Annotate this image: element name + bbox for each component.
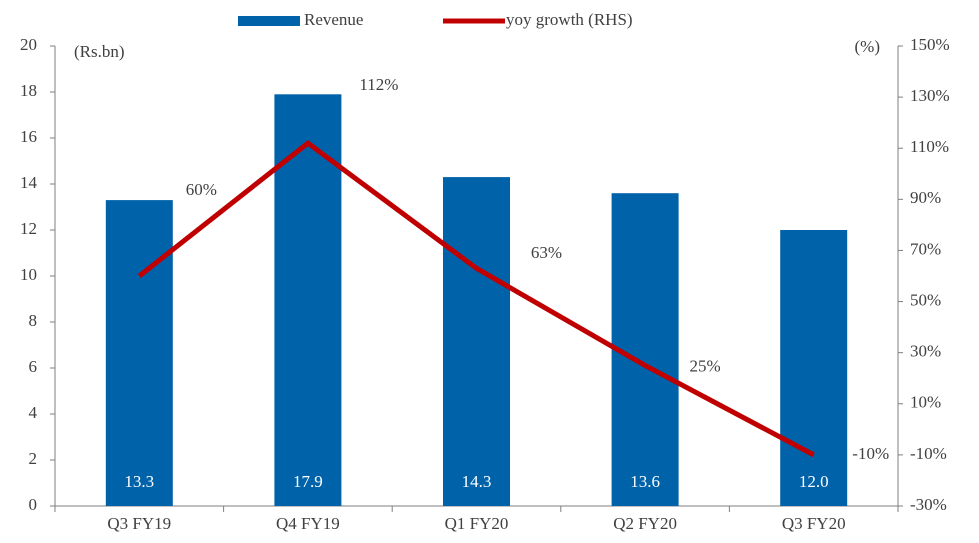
x-tick-label: Q3 FY20 — [782, 514, 846, 533]
bar-value-label: 13.3 — [124, 472, 154, 491]
y2-tick-label: 150% — [910, 35, 950, 54]
y-unit-label: (Rs.bn) — [74, 42, 125, 61]
y2-tick-label: 50% — [910, 290, 941, 309]
y2-tick-label: 10% — [910, 393, 941, 412]
line-value-label: 63% — [531, 243, 562, 262]
bar — [274, 94, 342, 507]
line-value-label: 60% — [186, 180, 217, 199]
y2-tick-label: -30% — [910, 495, 947, 514]
bar-value-label: 12.0 — [799, 472, 829, 491]
legend-label: Revenue — [304, 10, 363, 29]
y2-unit-label: (%) — [855, 37, 880, 56]
bar — [780, 230, 848, 506]
line-value-label: 112% — [359, 75, 398, 94]
y-tick-label: 10 — [20, 265, 37, 284]
bar — [443, 177, 510, 506]
y2-tick-label: 110% — [910, 137, 949, 156]
y-tick-label: 0 — [29, 495, 38, 514]
x-tick-label: Q1 FY20 — [445, 514, 509, 533]
bar-value-label: 14.3 — [462, 472, 492, 491]
legend-swatch — [238, 16, 300, 26]
y2-tick-label: 130% — [910, 86, 950, 105]
line-value-label: 25% — [690, 356, 721, 375]
y-tick-label: 20 — [20, 35, 37, 54]
x-tick-label: Q3 FY19 — [107, 514, 171, 533]
y-tick-label: 2 — [29, 449, 38, 468]
y-tick-label: 16 — [20, 127, 37, 146]
y-tick-label: 6 — [29, 357, 38, 376]
line-value-label: -10% — [852, 444, 889, 463]
x-tick-label: Q2 FY20 — [613, 514, 677, 533]
bar-value-label: 17.9 — [293, 472, 323, 491]
y2-tick-label: 70% — [910, 239, 941, 258]
bar — [611, 193, 679, 506]
x-tick-label: Q4 FY19 — [276, 514, 340, 533]
growth-line — [137, 139, 815, 458]
bar — [105, 200, 173, 506]
y-tick-label: 18 — [20, 81, 37, 100]
y-tick-label: 8 — [29, 311, 38, 330]
y2-tick-label: 90% — [910, 188, 941, 207]
bar-value-label: 13.6 — [630, 472, 660, 491]
legend-label: yoy growth (RHS) — [506, 10, 633, 29]
y-tick-label: 14 — [20, 173, 38, 192]
y-tick-label: 4 — [29, 403, 38, 422]
y2-tick-label: 30% — [910, 342, 941, 361]
y-tick-label: 12 — [20, 219, 37, 238]
y2-tick-label: -10% — [910, 444, 947, 463]
